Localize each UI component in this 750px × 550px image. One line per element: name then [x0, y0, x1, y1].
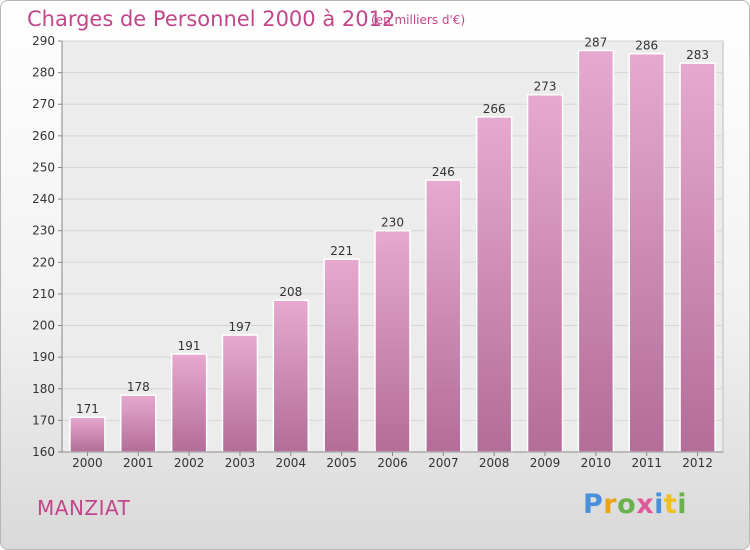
bar: [425, 179, 462, 453]
x-tick-label: 2008: [479, 456, 510, 470]
y-tick-label: 180: [32, 382, 55, 396]
bar: [374, 229, 411, 453]
y-tick-label: 190: [32, 350, 55, 364]
bar: [628, 52, 665, 453]
x-tick-label: 2006: [377, 456, 408, 470]
x-tick-label: 2005: [326, 456, 357, 470]
x-tick-label: 2007: [428, 456, 459, 470]
y-tick-label: 280: [32, 66, 55, 80]
bar: [577, 49, 615, 453]
x-tick-label: 2002: [174, 456, 205, 470]
y-tick-label: 220: [32, 255, 55, 269]
y-tick-label: 210: [32, 287, 55, 301]
proxiti-logo: Proxiti: [583, 489, 688, 520]
y-tick-label: 290: [32, 34, 55, 48]
data-label: 197: [229, 320, 252, 334]
y-tick-label: 240: [32, 192, 55, 206]
data-label: 246: [432, 165, 455, 179]
bar: [170, 353, 208, 453]
bar: [679, 62, 716, 453]
y-tick-label: 260: [32, 129, 55, 143]
y-tick-label: 250: [32, 160, 55, 174]
y-tick-label: 160: [32, 445, 55, 459]
x-tick-label: 2009: [530, 456, 561, 470]
bar: [526, 93, 564, 453]
bar: [272, 299, 310, 453]
x-tick-label: 2001: [123, 456, 154, 470]
data-label: 191: [178, 339, 201, 353]
data-label: 208: [279, 285, 302, 299]
data-label: 266: [483, 102, 506, 116]
data-label: 273: [534, 80, 557, 94]
bar: [120, 394, 157, 453]
data-label: 221: [330, 244, 353, 258]
data-label: 230: [381, 216, 404, 230]
x-tick-label: 2012: [682, 456, 713, 470]
chart-subtitle: (en milliers d'€): [371, 13, 466, 27]
chart-title: Charges de Personnel 2000 à 2012: [27, 7, 396, 31]
y-tick-label: 270: [32, 97, 55, 111]
x-tick-label: 2010: [581, 456, 612, 470]
y-tick-label: 230: [32, 224, 55, 238]
data-label: 283: [686, 48, 709, 62]
bar: [475, 116, 513, 453]
x-tick-label: 2003: [225, 456, 256, 470]
bar: [323, 258, 360, 453]
bar: [69, 416, 106, 453]
data-label: 178: [127, 380, 150, 394]
x-tick-label: 2004: [276, 456, 307, 470]
data-label: 171: [76, 402, 99, 416]
x-tick-label: 2000: [72, 456, 103, 470]
y-tick-label: 200: [32, 319, 55, 333]
data-label: 287: [584, 35, 607, 49]
city-name: MANZIAT: [37, 496, 131, 520]
y-tick-label: 170: [32, 413, 55, 427]
x-tick-label: 2011: [631, 456, 662, 470]
bar: [221, 334, 259, 453]
data-label: 286: [635, 39, 658, 53]
